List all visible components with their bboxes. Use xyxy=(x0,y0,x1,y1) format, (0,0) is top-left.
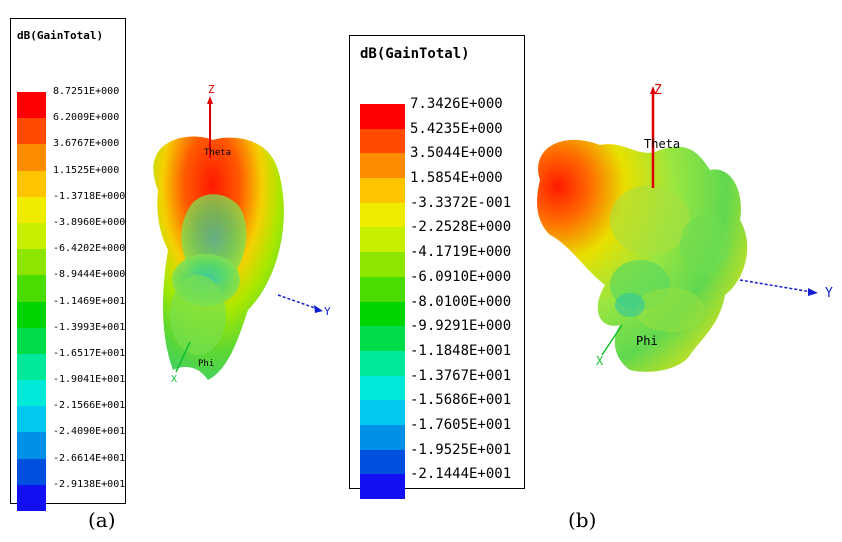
scale-value-label: -6.4202E+000 xyxy=(53,243,126,255)
color-swatch xyxy=(17,196,46,223)
scale-value-label: -2.1566E+001 xyxy=(53,400,126,412)
scale-value-label: -8.9444E+000 xyxy=(53,269,126,281)
legend-panel-a: dB(GainTotal) 8.7251E+000 6.2009E+000 3.67… xyxy=(10,18,126,511)
scale-value-label: 6.2009E+000 xyxy=(53,112,120,124)
color-scale xyxy=(360,104,405,499)
y-axis-line xyxy=(739,279,813,293)
scale-value-label: -1.3767E+001 xyxy=(410,367,512,384)
scale-value-label: -1.3718E+000 xyxy=(53,190,126,202)
scale-value-label: -4.1719E+000 xyxy=(410,244,512,261)
color-swatch xyxy=(17,144,46,171)
phi-label: Phi xyxy=(636,334,658,348)
scale-value-label: -1.1848E+001 xyxy=(410,342,512,359)
pattern-lower-lobe xyxy=(170,275,226,355)
y-axis-arrow xyxy=(314,305,323,313)
color-swatch xyxy=(360,276,405,302)
scale-value-label: -3.3372E-001 xyxy=(410,194,512,211)
scale-value-label: -6.0910E+000 xyxy=(410,268,512,285)
x-axis-label: X xyxy=(596,354,604,368)
scale-value-label: 3.5044E+000 xyxy=(410,145,503,162)
color-swatch xyxy=(360,153,405,179)
scale-value-label: 1.1525E+000 xyxy=(53,164,120,176)
scale-value-label: -1.5686E+001 xyxy=(410,392,512,409)
color-swatch xyxy=(17,118,46,145)
y-axis-label: Y xyxy=(825,286,833,301)
scale-value-label: -8.0100E+000 xyxy=(410,293,512,310)
color-swatch xyxy=(17,275,46,302)
color-swatch xyxy=(360,350,405,376)
scale-value-label: 3.6767E+000 xyxy=(53,138,120,150)
scale-labels: 8.7251E+000 6.2009E+000 3.6767E+000 1.1525E… xyxy=(53,85,125,504)
radiation-pattern-3d-a: Z Theta Y X Phi xyxy=(153,83,331,385)
color-swatch xyxy=(360,301,405,327)
z-axis-label: Z xyxy=(654,83,662,98)
color-swatch xyxy=(360,326,405,351)
pattern-bump-2 xyxy=(680,215,730,275)
color-swatch xyxy=(17,458,46,485)
scale-value-label: -2.4090E+001 xyxy=(53,426,126,438)
color-swatch xyxy=(360,400,405,425)
color-swatch xyxy=(17,327,46,354)
pattern-bump-1 xyxy=(610,185,690,255)
color-swatch xyxy=(17,432,46,459)
color-swatch xyxy=(360,375,405,401)
scale-value-label: -9.9291E+000 xyxy=(410,318,512,335)
legend-panel-b: dB(GainTotal) 7.3426E+000 5.4235E+000 3.50… xyxy=(349,35,525,499)
color-swatch xyxy=(17,92,46,119)
scale-value-label: -1.6517E+001 xyxy=(53,347,126,359)
scale-value-label: -2.6614E+001 xyxy=(53,452,126,464)
color-swatch xyxy=(17,353,46,381)
x-axis-line xyxy=(175,341,191,373)
theta-label: Theta xyxy=(644,137,680,151)
color-swatch xyxy=(17,222,46,250)
scale-value-label: -2.9138E+001 xyxy=(53,478,126,490)
z-axis-arrow xyxy=(650,86,656,94)
scale-value-label: -3.8960E+000 xyxy=(53,216,126,228)
scale-value-label: 5.4235E+000 xyxy=(410,120,503,137)
scale-value-label: -1.9525E+001 xyxy=(410,441,512,458)
legend-title: dB(GainTotal) xyxy=(360,46,470,62)
color-swatch xyxy=(360,252,405,277)
x-axis-label: X xyxy=(171,374,177,385)
legend-title: dB(GainTotal) xyxy=(17,29,104,42)
scale-value-label: 7.3426E+000 xyxy=(410,96,503,112)
color-scale xyxy=(17,92,46,511)
color-swatch xyxy=(17,170,46,197)
color-swatch xyxy=(360,474,405,499)
color-swatch xyxy=(17,249,46,276)
color-swatch xyxy=(17,406,46,433)
color-swatch xyxy=(360,202,405,228)
color-swatch xyxy=(360,104,405,129)
caption-a: (a) xyxy=(88,508,116,532)
color-swatch xyxy=(17,301,46,328)
scale-value-label: -1.7605E+001 xyxy=(410,416,512,433)
z-axis-arrow xyxy=(207,96,213,104)
scale-value-label: 8.7251E+000 xyxy=(53,86,120,97)
color-swatch xyxy=(360,424,405,450)
scale-value-label: 1.5854E+000 xyxy=(410,170,503,187)
color-swatch xyxy=(17,484,46,511)
theta-label: Theta xyxy=(204,148,231,158)
x-axis-line xyxy=(601,324,623,356)
y-axis-line xyxy=(277,294,319,310)
y-axis-label: Y xyxy=(324,305,331,318)
y-axis-arrow xyxy=(808,288,818,296)
scale-value-label: -1.9041E+001 xyxy=(53,374,126,386)
scale-value-label: -1.3993E+001 xyxy=(53,321,126,333)
color-swatch xyxy=(360,178,405,203)
color-swatch xyxy=(17,380,46,407)
caption-b: (b) xyxy=(568,508,597,532)
color-swatch xyxy=(360,449,405,475)
z-axis-label: Z xyxy=(208,83,215,96)
scale-value-label: -1.1469E+001 xyxy=(53,295,126,307)
scale-value-label: -2.2528E+000 xyxy=(410,219,512,236)
scale-value-label: -2.1444E+001 xyxy=(410,466,512,483)
radiation-pattern-3d-b: Z Theta Y X Phi xyxy=(537,83,833,372)
pattern-bump-4 xyxy=(635,288,705,332)
pattern-cavity xyxy=(615,293,645,317)
color-swatch xyxy=(360,227,405,253)
color-swatch xyxy=(360,128,405,154)
scale-labels: 7.3426E+000 5.4235E+000 3.5044E+000 1.5854E… xyxy=(410,96,511,491)
phi-label: Phi xyxy=(198,359,214,369)
